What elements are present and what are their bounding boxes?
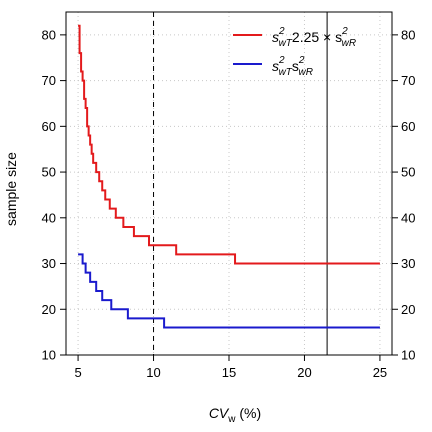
series-line-1: [78, 253, 380, 329]
y-tick-label-right: 10: [401, 348, 415, 363]
x-axis-title: CVw (%): [209, 405, 261, 425]
y-tick-label-right: 50: [401, 165, 415, 180]
y-tick-label-right: 70: [401, 73, 415, 88]
x-tick-label: 10: [146, 365, 160, 380]
y-tick-label-left: 10: [42, 348, 56, 363]
x-tick-label: 5: [74, 365, 81, 380]
x-tick-label: 25: [373, 365, 387, 380]
x-axis-title-unit: (%): [236, 405, 262, 421]
x-axis-title-sub: w: [227, 414, 236, 425]
legend-entry-red: s2 wT2.25 × s2 wR: [272, 26, 356, 49]
axes: 5 10 15 20 25 10 10 20 20 30 30 40 40 50 50 60 60 70 70 80 8…: [42, 27, 416, 380]
y-tick-label-right: 30: [401, 256, 415, 271]
y-axis-title: sample size: [3, 152, 19, 226]
plot-frame: [65, 11, 393, 356]
y-tick-label-right: 60: [401, 119, 415, 134]
y-tick-label-left: 80: [42, 27, 56, 42]
series-lines: [78, 24, 380, 329]
x-tick-label: 15: [222, 365, 236, 380]
x-axis-title-main: CV: [209, 405, 230, 421]
y-tick-label-left: 20: [42, 302, 56, 317]
y-tick-label-left: 60: [42, 119, 56, 134]
y-tick-label-right: 80: [401, 27, 415, 42]
y-tick-label-right: 40: [401, 210, 415, 225]
y-tick-label-left: 30: [42, 256, 56, 271]
x-tick-label: 20: [297, 365, 311, 380]
legend: s2 wT2.25 × s2 wR s2 wTs2 wR: [233, 26, 356, 78]
y-tick-label-left: 50: [42, 165, 56, 180]
series-line-0: [78, 24, 380, 265]
reference-lines: [153, 12, 328, 355]
y-tick-label-left: 70: [42, 73, 56, 88]
y-tick-label-left: 40: [42, 210, 56, 225]
grid: [66, 12, 392, 356]
legend-entry-blue: s2 wTs2 wR: [272, 55, 313, 78]
y-tick-label-right: 20: [401, 302, 415, 317]
